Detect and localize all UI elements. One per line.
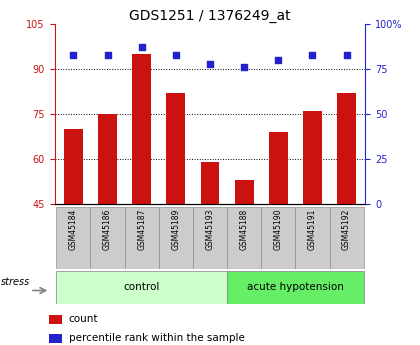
Point (343, 52, 350, 57)
Bar (227, 207, 261, 269)
Text: GSM45184: GSM45184 (69, 209, 78, 250)
Bar (295, 207, 330, 269)
Text: GSM45186: GSM45186 (103, 209, 112, 250)
Text: GSM45191: GSM45191 (308, 209, 317, 250)
Bar (261, 207, 295, 269)
Text: control: control (123, 282, 160, 292)
Title: GDS1251 / 1376249_at: GDS1251 / 1376249_at (129, 9, 291, 23)
Bar (166, 93, 185, 204)
Bar (269, 132, 288, 204)
Text: percentile rank within the sample: percentile rank within the sample (68, 333, 244, 343)
Text: acute hypotension: acute hypotension (247, 282, 344, 292)
Bar (330, 207, 364, 269)
Text: GSM45188: GSM45188 (240, 209, 249, 250)
Bar (125, 207, 159, 269)
Point (104, 52, 111, 57)
Point (138, 45, 145, 50)
Point (309, 52, 316, 57)
Bar (64, 129, 83, 204)
Text: GSM45190: GSM45190 (274, 209, 283, 250)
Bar (50, 334, 62, 343)
Bar (159, 207, 193, 269)
Bar (235, 180, 254, 204)
Text: GSM45193: GSM45193 (205, 209, 215, 250)
Bar (98, 114, 117, 204)
Bar (56, 207, 90, 269)
Bar (56, 271, 227, 304)
Point (275, 57, 282, 63)
Text: stress: stress (1, 277, 30, 287)
Bar (227, 271, 364, 304)
Text: count: count (68, 314, 98, 324)
Text: GSM45189: GSM45189 (171, 209, 180, 250)
Point (207, 61, 213, 66)
Bar (337, 93, 356, 204)
Bar (201, 162, 219, 204)
Bar (132, 54, 151, 204)
Point (70, 52, 77, 57)
Text: GSM45192: GSM45192 (342, 209, 351, 250)
Point (241, 65, 247, 70)
Bar (90, 207, 125, 269)
Bar (50, 315, 62, 324)
Text: GSM45187: GSM45187 (137, 209, 146, 250)
Point (173, 52, 179, 57)
Bar (303, 111, 322, 204)
Bar (193, 207, 227, 269)
